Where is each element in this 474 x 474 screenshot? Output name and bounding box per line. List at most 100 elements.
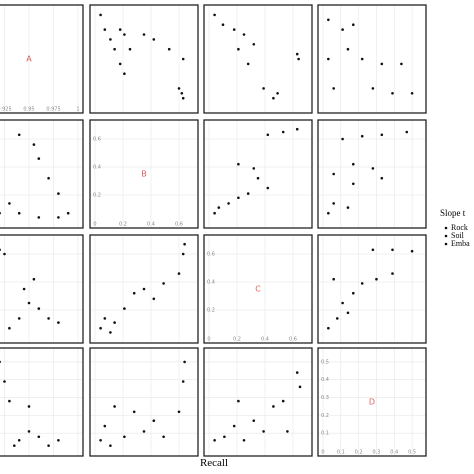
point <box>181 252 185 256</box>
point <box>0 248 1 252</box>
point <box>327 57 330 61</box>
point <box>132 410 136 414</box>
point <box>272 405 275 408</box>
point <box>380 62 384 66</box>
panel-label: C <box>255 285 261 294</box>
x-tick-label: 0.4 <box>147 222 155 228</box>
point <box>242 33 246 36</box>
point <box>295 52 299 56</box>
y-tick-label: 0.5 <box>321 359 329 365</box>
point <box>237 399 240 403</box>
point <box>252 167 256 170</box>
panel-label: A <box>26 55 32 64</box>
point <box>123 72 126 75</box>
point <box>295 127 299 131</box>
legend-label: Rock <box>451 223 468 232</box>
x-tick-label: 0.4 <box>390 450 398 456</box>
x-tick-label: 0.2 <box>119 222 127 228</box>
point <box>405 130 409 134</box>
point <box>327 326 330 330</box>
point <box>162 282 165 285</box>
point <box>57 216 60 219</box>
panel-background <box>0 120 83 228</box>
panel-background <box>318 348 426 456</box>
point <box>410 249 414 253</box>
panel-background <box>90 348 198 456</box>
x-tick-label: 0.3 <box>372 450 380 456</box>
legend-marker <box>444 242 448 246</box>
x-tick-label: 0.2 <box>233 337 241 343</box>
x-tick-label: 0.4 <box>261 337 269 343</box>
point <box>391 92 394 95</box>
point <box>341 137 344 141</box>
point <box>213 13 216 17</box>
point <box>47 444 50 447</box>
point <box>391 272 394 275</box>
point <box>113 321 116 324</box>
panel-frame <box>203 119 313 229</box>
point <box>237 47 240 51</box>
point <box>66 211 70 215</box>
point <box>346 311 350 315</box>
point <box>103 317 107 320</box>
point <box>152 297 156 301</box>
point <box>335 317 339 320</box>
legend-title: Slope t <box>440 208 466 218</box>
point <box>371 167 375 170</box>
point <box>17 211 21 215</box>
point <box>371 248 375 252</box>
panel <box>317 119 427 229</box>
point <box>109 444 112 447</box>
point <box>286 430 289 433</box>
point <box>346 206 350 209</box>
panel <box>317 234 427 344</box>
panel-background <box>204 235 312 343</box>
x-tick-label: 0.6 <box>175 222 183 228</box>
point <box>177 272 181 275</box>
point <box>22 287 26 291</box>
point <box>113 47 116 51</box>
point <box>0 360 1 364</box>
panel-frame <box>0 347 84 457</box>
y-tick-label: 0.1 <box>321 431 329 437</box>
point <box>57 192 60 195</box>
point <box>295 371 299 374</box>
point <box>32 277 36 281</box>
panel <box>89 234 199 344</box>
panel-background <box>0 235 83 343</box>
point <box>177 87 181 90</box>
panel: A 0.925 0.95 0.975 1 <box>0 4 84 114</box>
panel-frame <box>89 347 199 457</box>
point <box>375 277 378 281</box>
point <box>13 444 16 447</box>
panel-background <box>318 235 426 343</box>
point <box>37 216 41 219</box>
point <box>281 399 285 403</box>
panel-background <box>0 348 83 456</box>
point <box>99 326 102 330</box>
point <box>242 439 246 442</box>
point <box>181 96 185 100</box>
panel-frame <box>317 347 427 457</box>
panel <box>317 4 427 114</box>
point <box>99 439 102 442</box>
point <box>272 96 275 100</box>
panel-background <box>318 5 426 113</box>
point <box>246 192 250 195</box>
point <box>181 57 185 61</box>
point <box>266 186 270 190</box>
point <box>346 47 350 51</box>
panel-frame <box>0 234 84 344</box>
point <box>152 419 156 423</box>
point <box>109 331 112 334</box>
point <box>37 307 41 310</box>
panel-label: B <box>141 170 147 179</box>
panel-frame <box>89 4 199 114</box>
x-tick-label: 0.6 <box>289 337 297 343</box>
point <box>332 277 335 281</box>
point <box>32 143 36 146</box>
point <box>246 62 250 66</box>
point <box>113 405 116 408</box>
x-tick-label: 0.5 <box>408 450 416 456</box>
point <box>57 321 60 324</box>
